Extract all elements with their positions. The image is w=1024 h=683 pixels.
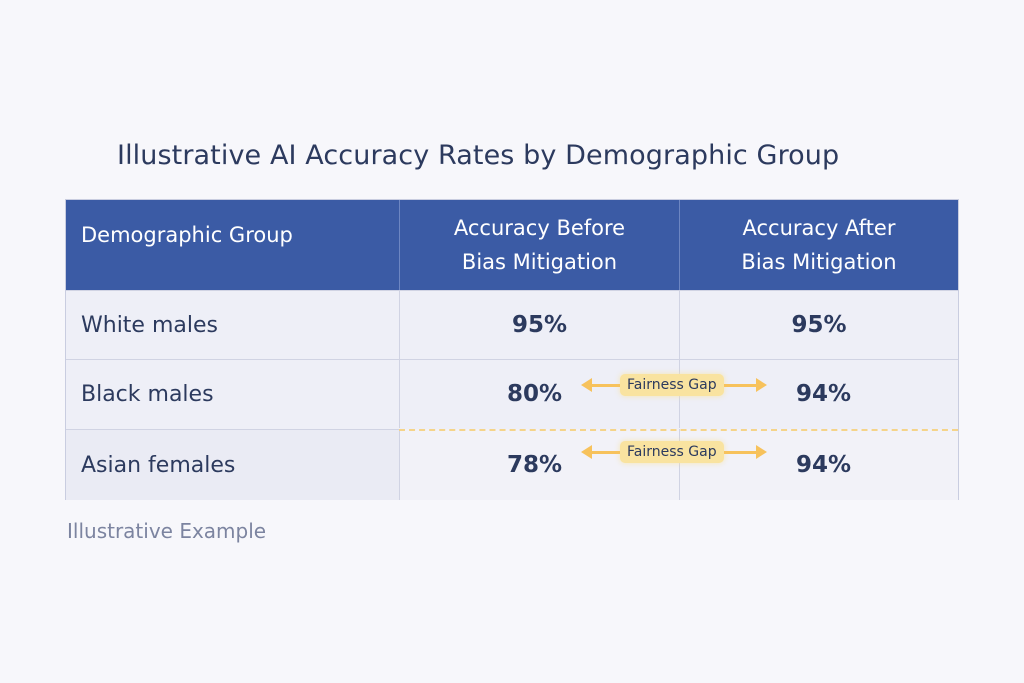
fairness-divider-dashed-line xyxy=(399,429,958,431)
footnote: Illustrative Example xyxy=(67,519,267,543)
table-row: White males 95% 95% xyxy=(66,290,958,359)
cell-accuracy-after: 94% xyxy=(679,429,958,500)
fairness-gap-label: Fairness Gap xyxy=(620,441,724,463)
arrow-shaft xyxy=(723,383,756,387)
accuracy-table: Demographic Group Accuracy Before Bias M… xyxy=(65,199,959,500)
header-before-line1: Accuracy Before xyxy=(453,216,626,240)
header-accuracy-after: Accuracy After Bias Mitigation xyxy=(679,200,958,290)
fairness-gap-annotation: Fairness Gap xyxy=(581,373,767,397)
cell-accuracy-after: 95% xyxy=(679,291,958,359)
cell-group: Asian females xyxy=(66,429,399,500)
cell-accuracy-before: 95% xyxy=(399,291,679,359)
header-before-line2: Bias Mitigation xyxy=(461,250,618,274)
table-header: Demographic Group Accuracy Before Bias M… xyxy=(66,200,958,290)
fairness-gap-label: Fairness Gap xyxy=(620,374,724,396)
arrow-left-icon xyxy=(581,378,592,392)
header-accuracy-before: Accuracy Before Bias Mitigation xyxy=(399,200,679,290)
table-row: Asian females 78% 94% xyxy=(66,429,958,500)
table-row: Black males 80% 94% xyxy=(66,359,958,428)
arrow-shaft xyxy=(723,450,756,454)
arrow-left-icon xyxy=(581,445,592,459)
cell-group: Black males xyxy=(81,381,214,407)
arrow-shaft xyxy=(592,450,620,454)
arrow-right-icon xyxy=(755,378,767,392)
cell-accuracy-before: 80% xyxy=(399,360,679,428)
header-after-line1: Accuracy After xyxy=(742,216,896,240)
header-demographic-group: Demographic Group xyxy=(81,223,293,247)
arrow-shaft xyxy=(592,383,620,387)
chart-title: Illustrative AI Accuracy Rates by Demogr… xyxy=(117,140,840,171)
header-after-line2: Bias Mitigation xyxy=(741,250,897,274)
arrow-right-icon xyxy=(755,445,767,459)
fairness-gap-annotation: Fairness Gap xyxy=(581,440,767,464)
cell-accuracy-before: 78% xyxy=(399,429,679,500)
cell-group: White males xyxy=(81,312,218,338)
cell-accuracy-after: 94% xyxy=(679,360,958,428)
